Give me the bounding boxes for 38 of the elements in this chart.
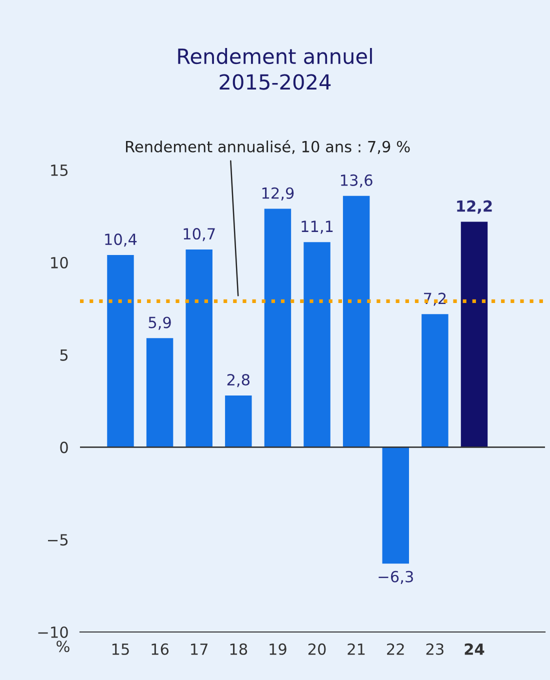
x-tick-label: 18 bbox=[230, 643, 248, 655]
bar bbox=[146, 338, 174, 448]
bar bbox=[304, 242, 330, 448]
bar bbox=[186, 249, 212, 448]
bar bbox=[264, 208, 292, 448]
ref-line-label: Rendement annualisé, 10 ans : 7,9 % bbox=[126, 140, 410, 154]
y-tick-label: −5 bbox=[48, 534, 68, 546]
bar bbox=[422, 314, 448, 448]
y-tick-label: 15 bbox=[51, 164, 68, 176]
x-tick-label: 17 bbox=[191, 644, 208, 655]
x-tick-label: 21 bbox=[348, 643, 365, 655]
x-tick-label: 15 bbox=[112, 644, 129, 655]
x-tick-label: 20 bbox=[308, 643, 326, 655]
x-tick-label: 23 bbox=[426, 643, 444, 655]
y-axis-title: % bbox=[56, 640, 70, 652]
bar bbox=[342, 196, 370, 448]
y-tick-label: 5 bbox=[60, 349, 68, 361]
x-tick-label: 16 bbox=[152, 643, 169, 655]
data-label: 10,4 bbox=[105, 234, 137, 247]
bar bbox=[225, 395, 252, 448]
bar bbox=[107, 255, 134, 448]
y-tick-label: −10 bbox=[38, 626, 68, 638]
data-label: 13,6 bbox=[340, 174, 372, 188]
x-tick-label: 22 bbox=[387, 643, 404, 655]
y-tick-label: 10 bbox=[51, 256, 68, 268]
x-tick-label: 24 bbox=[464, 643, 484, 655]
data-label: 5,9 bbox=[148, 316, 171, 330]
data-label: −6,3 bbox=[378, 570, 413, 584]
data-label: 2,8 bbox=[227, 374, 250, 388]
x-tick-label: 19 bbox=[270, 643, 286, 655]
bar bbox=[382, 447, 409, 564]
data-label: 12,2 bbox=[457, 200, 492, 214]
data-label: 10,7 bbox=[184, 228, 215, 242]
chart-title: Rendement annuel 2015-2024 bbox=[178, 48, 372, 90]
y-tick-label: 0 bbox=[60, 442, 68, 454]
bar bbox=[460, 222, 488, 448]
data-label: 12,9 bbox=[262, 187, 294, 200]
data-label: 11,1 bbox=[302, 220, 333, 234]
